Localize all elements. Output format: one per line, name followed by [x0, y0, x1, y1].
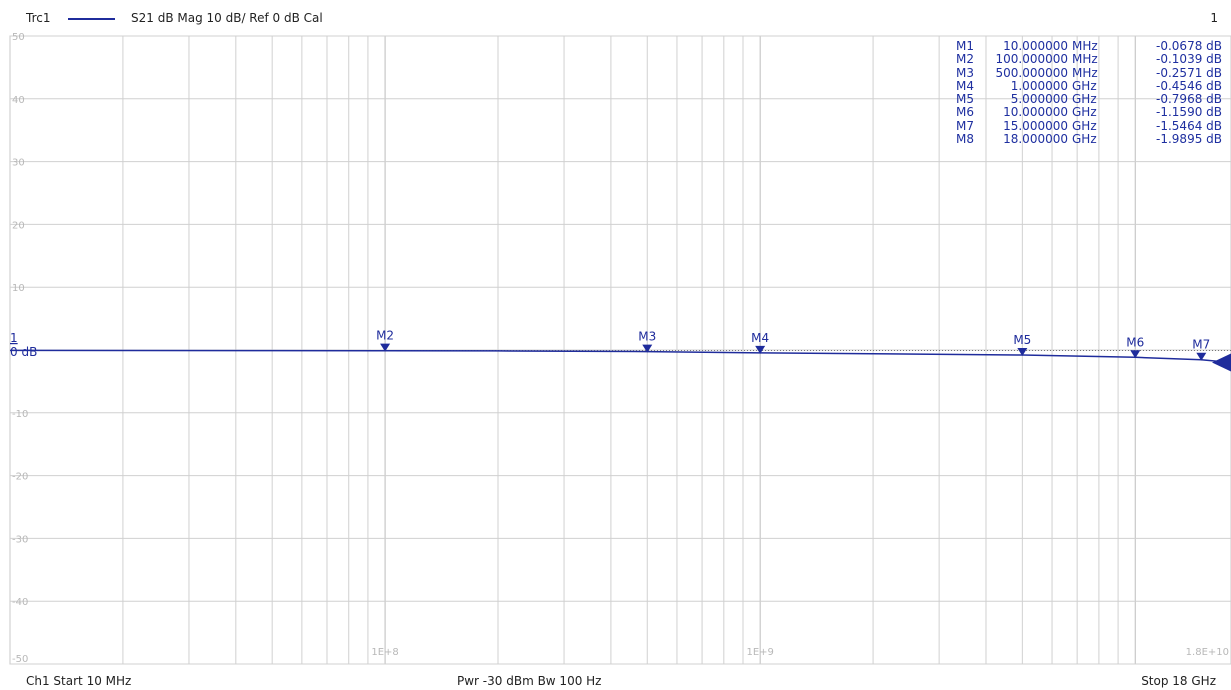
marker-frequency: 15.000000 [1003, 118, 1068, 133]
marker-frequency: 5.000000 [1010, 92, 1068, 107]
marker-value: -1.9895 dB [1156, 132, 1222, 147]
marker-unit: MHz [1072, 52, 1098, 67]
marker-frequency: 500.000000 [995, 65, 1068, 80]
y-tick-label: -10 [12, 409, 28, 420]
marker-value: -1.5464 dB [1156, 118, 1222, 133]
trace-color-swatch [68, 18, 115, 20]
marker-triangle-icon [1130, 350, 1141, 359]
marker-name: M6 [956, 105, 974, 120]
y-tick-label: -20 [12, 472, 28, 483]
x-tick-labels: 1E+8 1E+9 1.8E+10 [371, 647, 1229, 658]
marker-name: M5 [956, 92, 974, 107]
marker-value: -0.0678 dB [1156, 39, 1222, 53]
y-tick-label: -40 [12, 597, 28, 608]
marker-glyphs: M2 M3 M4 M5 M6 M7 [376, 329, 1210, 361]
marker-value: -0.1039 dB [1156, 52, 1222, 67]
ref-level-label: 0 dB [10, 345, 37, 359]
marker-name: M3 [956, 65, 974, 80]
marker-triangle-icon [1017, 348, 1028, 357]
power-bandwidth[interactable]: Pwr -30 dBm Bw 100 Hz [457, 674, 602, 688]
marker-label: M3 [638, 330, 656, 344]
trace-s21 [9, 349, 1231, 364]
y-tick-label: 40 [12, 95, 25, 106]
marker-row[interactable]: M7 15.000000 GHz -1.5464 dB [952, 118, 1224, 133]
marker-triangle-icon [642, 344, 653, 353]
marker-frequency: 10.000000 [1003, 39, 1068, 53]
marker-row[interactable]: M1 10.000000 MHz -0.0678 dB [952, 39, 1224, 53]
marker-label: M6 [1126, 335, 1144, 349]
marker-label: M2 [376, 329, 394, 343]
marker-value: -0.7968 dB [1156, 92, 1222, 107]
trace-right-arrow-icon [1212, 353, 1231, 372]
marker-row[interactable]: M6 10.000000 GHz -1.1590 dB [952, 105, 1224, 120]
y-tick-label: -30 [12, 534, 28, 545]
y-tick-label: -50 [12, 654, 28, 665]
y-tick-labels: 50 40 30 20 10 -10 -20 -30 -40 -50 [12, 32, 28, 665]
marker-row[interactable]: M2 100.000000 MHz -0.1039 dB [952, 52, 1224, 67]
marker-table: M1 10.000000 MHz -0.0678 dB M2 100.000000 MHz -… [952, 39, 1224, 147]
marker-frequency: 100.000000 [995, 52, 1068, 67]
marker-name: M7 [956, 118, 974, 133]
y-tick-label: 20 [12, 220, 25, 231]
marker-triangle-icon [380, 343, 391, 352]
marker-unit: MHz [1072, 65, 1098, 80]
chart-grid [9, 35, 1231, 665]
marker-label: M5 [1013, 333, 1031, 347]
marker-unit: GHz [1072, 92, 1097, 107]
marker-frequency: 10.000000 [1003, 105, 1068, 120]
trace-tag: 1 [10, 331, 18, 345]
marker-row[interactable]: M3 500.000000 MHz -0.2571 dB [952, 65, 1224, 80]
marker-triangle-icon [1196, 352, 1207, 361]
marker-name: M1 [956, 39, 974, 53]
marker-value: -1.1590 dB [1156, 105, 1222, 120]
marker-unit: GHz [1072, 118, 1097, 133]
y-tick-label: 50 [12, 32, 25, 43]
marker-frequency: 1.000000 [1010, 78, 1068, 93]
y-tick-label: 10 [12, 283, 25, 294]
marker-unit: GHz [1072, 132, 1097, 147]
marker-unit: MHz [1072, 39, 1098, 53]
marker-row[interactable]: M4 1.000000 GHz -0.4546 dB [952, 78, 1224, 93]
x-tick-label: 1.8E+10 [1186, 647, 1229, 658]
y-tick-label: 30 [12, 158, 25, 169]
marker-frequency: 18.000000 [1003, 132, 1068, 147]
marker-name: M2 [956, 52, 974, 67]
marker-label: M4 [751, 331, 769, 345]
marker-triangle-icon [755, 345, 766, 354]
marker-row[interactable]: M5 5.000000 GHz -0.7968 dB [952, 92, 1224, 107]
x-tick-label: 1E+8 [371, 647, 398, 658]
marker-value: -0.2571 dB [1156, 65, 1222, 80]
marker-label: M7 [1192, 338, 1210, 352]
stop-frequency[interactable]: Stop 18 GHz [1141, 674, 1216, 688]
trace-header: Trc1 S21 dB Mag 10 dB/ Ref 0 dB Cal 1 [0, 0, 1231, 30]
marker-row[interactable]: M8 18.000000 GHz -1.9895 dB [952, 132, 1224, 147]
start-frequency[interactable]: Ch1 Start 10 MHz [26, 674, 132, 688]
x-tick-label: 1E+9 [746, 647, 773, 658]
marker-name: M8 [956, 132, 974, 147]
trace-name[interactable]: Trc1 [26, 11, 51, 25]
marker-unit: GHz [1072, 105, 1097, 120]
channel-number: 1 [1210, 11, 1218, 25]
marker-unit: GHz [1072, 78, 1097, 93]
marker-name: M4 [956, 78, 974, 93]
marker-value: -0.4546 dB [1156, 78, 1222, 93]
trace-description[interactable]: S21 dB Mag 10 dB/ Ref 0 dB Cal [131, 11, 323, 25]
